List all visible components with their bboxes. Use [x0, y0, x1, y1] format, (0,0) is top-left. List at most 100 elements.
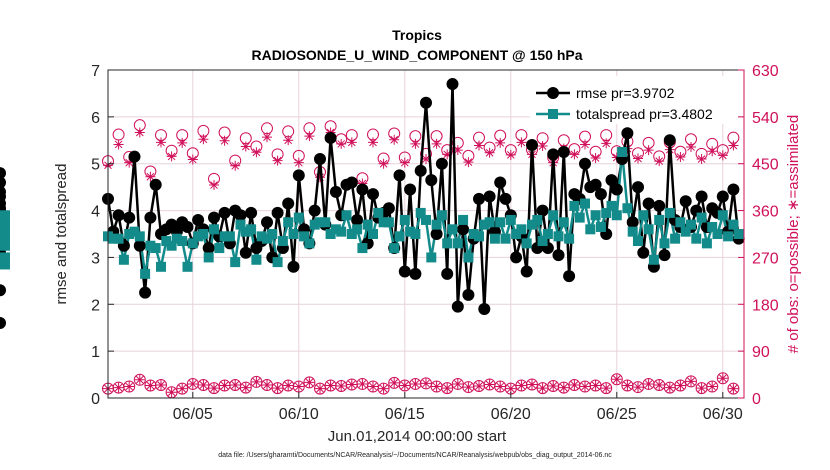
rmse-point: [626, 216, 639, 229]
obs-possible-point: [526, 378, 538, 391]
obs-assimilated-point: [177, 383, 188, 394]
y-right-tick-label: 270: [752, 250, 779, 267]
obs-assimilated-point: [113, 139, 124, 150]
totalspread-point: [272, 257, 283, 268]
totalspread-point: [638, 210, 649, 221]
y-axis-label-left: rmse and totalspread: [53, 164, 70, 305]
rmse-point: [642, 197, 655, 210]
obs-assimilated-point: [304, 377, 315, 388]
rmse-point: [526, 138, 538, 151]
legend-rmse-marker: [547, 87, 559, 99]
totalspread-point: [283, 217, 294, 228]
rmse-point: [658, 249, 671, 262]
rmse-point: [314, 153, 326, 166]
totalspread-point: [701, 238, 712, 249]
rmse-point: [409, 267, 422, 280]
obs-possible-point: [176, 382, 189, 395]
obs-assimilated-point: [516, 380, 527, 391]
totalspread-point: [277, 236, 288, 247]
totalspread-point: [320, 217, 331, 228]
totalspread-point: [590, 210, 601, 221]
totalspread-point: [177, 236, 188, 247]
totalspread-point: [182, 261, 193, 272]
totalspread-point: [611, 210, 622, 221]
obs-assimilated-point: [357, 378, 368, 389]
y-right-tick-label: 540: [752, 110, 779, 127]
totalspread-point: [330, 224, 341, 235]
totalspread-point: [288, 229, 299, 239]
totalspread-point: [633, 236, 643, 247]
series-layer: [0, 78, 745, 330]
totalspread-point: [511, 229, 522, 239]
rmse-point: [282, 197, 295, 210]
legend-totalspread-marker: [548, 109, 558, 119]
totalspread-point: [357, 243, 368, 254]
obs-assimilated-point: [166, 151, 177, 162]
rmse-point: [425, 174, 438, 187]
rmse-point: [356, 183, 369, 196]
totalspread-point: [696, 212, 707, 223]
rmse-point: [510, 251, 523, 264]
rmse-point: [404, 183, 417, 196]
totalspread-point: [383, 217, 394, 228]
obs-assimilated-point: [124, 157, 135, 168]
data-file-note: data file: /Users/gharamti/Documents/NCA…: [218, 452, 612, 459]
obs-assimilated-point: [463, 382, 474, 393]
obs-assimilated-point: [654, 156, 665, 167]
totalspread-point: [670, 233, 681, 244]
obs-possible-point: [377, 382, 390, 395]
totalspread-point: [198, 229, 209, 239]
obs-assimilated-point: [431, 381, 442, 392]
obs-assimilated-point: [262, 379, 272, 390]
totalspread-point: [516, 224, 527, 235]
obs-assimilated-point: [717, 150, 728, 161]
totalspread-point: [0, 229, 10, 239]
obs-possible-point: [133, 373, 146, 386]
obs-assimilated-point: [537, 141, 548, 152]
y-tick-label: 7: [91, 63, 100, 80]
rmse-point: [345, 176, 358, 189]
totalspread-point: [267, 229, 278, 239]
rmse-point: [271, 206, 284, 219]
totalspread-point: [542, 229, 553, 239]
rmse-point: [0, 176, 6, 189]
rmse-point: [621, 127, 634, 140]
obs-assimilated-point: [209, 383, 219, 394]
obs-assimilated-point: [590, 152, 601, 163]
totalspread-point: [251, 254, 262, 265]
rmse-point: [245, 206, 258, 219]
rmse-point: [324, 131, 337, 144]
obs-assimilated-point: [431, 138, 442, 149]
rmse-point: [234, 209, 247, 222]
totalspread-point: [431, 219, 442, 230]
obs-assimilated-point: [675, 151, 686, 162]
obs-assimilated-point: [124, 381, 135, 392]
rmse-point: [351, 213, 364, 226]
rmse-point: [0, 190, 6, 203]
obs-assimilated-point: [707, 381, 718, 392]
obs-assimilated-point: [675, 380, 686, 391]
obs-assimilated-point: [304, 131, 315, 142]
rmse-point: [308, 204, 321, 217]
totalspread-point: [193, 231, 204, 242]
obs-assimilated-point: [601, 383, 612, 394]
obs-possible-point: [155, 378, 167, 391]
totalspread-point: [712, 229, 723, 239]
totalspread-point: [458, 214, 469, 225]
obs-assimilated-point: [262, 132, 272, 143]
rmse-point: [637, 246, 650, 259]
rmse-point: [393, 169, 406, 182]
y-tick-label: 4: [91, 204, 100, 221]
totalspread-point: [553, 231, 564, 242]
obs-assimilated-point: [368, 381, 378, 392]
legend-box: [530, 76, 738, 124]
rmse-point: [557, 146, 570, 158]
obs-assimilated-point: [134, 374, 145, 385]
obs-assimilated-point: [442, 383, 453, 394]
rmse-point: [149, 178, 162, 191]
obs-possible-point: [674, 379, 687, 392]
totalspread-point: [627, 226, 638, 237]
left-axis: 0 1 2 3 4 5 6 7: [91, 63, 114, 408]
totalspread-point: [686, 219, 696, 230]
obs-assimilated-point: [283, 380, 294, 391]
